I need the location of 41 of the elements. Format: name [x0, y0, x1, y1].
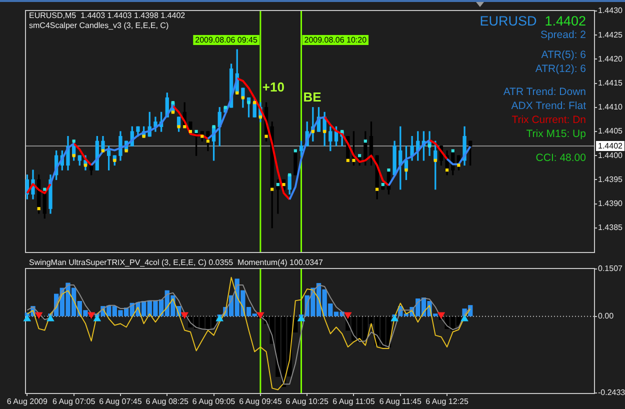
- x-tick-label: 6 Aug 12:25: [426, 397, 469, 406]
- annotation: +10: [262, 80, 284, 95]
- annotation: Trix Current: Dn: [512, 114, 586, 126]
- y-tick-label: 1.4390: [598, 199, 624, 208]
- x-tick-label: 6 Aug 2009: [6, 397, 48, 406]
- chart-title: SwingMan UltraSuperTRIX_PV_4col (3, E,E,E, C) 0.0355 Momentum(4) 100.0347: [29, 258, 324, 268]
- x-tick-label: 6 Aug 07:05: [52, 397, 96, 406]
- annotation: EURUSD: [480, 14, 537, 29]
- y-tick-label: 1.4385: [598, 223, 624, 232]
- annotation: Trix M15: Up: [526, 128, 586, 140]
- y-tick-label: 1.4400: [598, 150, 624, 160]
- annotation: Spread: 2: [540, 28, 586, 41]
- annotation: 1.4402: [544, 14, 586, 29]
- x-tick-label: 6 Aug 07:45: [99, 397, 142, 406]
- x-tick-label: 6 Aug 10:25: [286, 397, 329, 406]
- x-tick-label: 6 Aug 09:45: [239, 397, 282, 406]
- annotation: BE: [303, 89, 322, 104]
- annotation: ADX Trend: Flat: [511, 100, 586, 112]
- annotation: ATR(12): 6: [535, 62, 586, 75]
- y-tick-label: 1.4420: [598, 54, 624, 64]
- x-tick-label: 6 Aug 09:05: [192, 397, 236, 406]
- y-tick-label: -0.2433: [598, 388, 625, 398]
- annotation: CCI: 48.00: [536, 152, 586, 164]
- annotation: ATR(5): 6: [541, 48, 586, 61]
- x-tick-label: 6 Aug 11:05: [332, 397, 376, 406]
- y-tick-label: 1.4395: [598, 174, 624, 184]
- y-tick-label: 1.4430: [598, 6, 624, 16]
- y-tick-label: 1.4415: [598, 78, 624, 88]
- y-tick-label: 0.1507: [598, 264, 624, 274]
- x-tick-label: 6 Aug 11:45: [379, 397, 422, 406]
- ref-line-label: 1.4402: [598, 142, 624, 151]
- text: smC4Scalper Candles_v3 (3, E,E,E, C): [29, 21, 169, 30]
- y-tick-label: 1.4410: [598, 102, 624, 112]
- chart-title: EURUSD,M5 1.4403 1.4403 1.4398 1.4402: [29, 11, 186, 20]
- ref-line-label: 2009.08.06 09:45: [195, 36, 258, 45]
- y-tick-label: 1.4425: [598, 30, 624, 40]
- y-tick-label: 0.00: [598, 312, 614, 321]
- annotation: ATR Trend: Down: [503, 86, 586, 98]
- x-tick-label: 6 Aug 08:25: [146, 397, 190, 406]
- ref-line-label: 2009.08.06 10:20: [304, 36, 368, 45]
- y-tick-label: 1.4405: [598, 126, 624, 136]
